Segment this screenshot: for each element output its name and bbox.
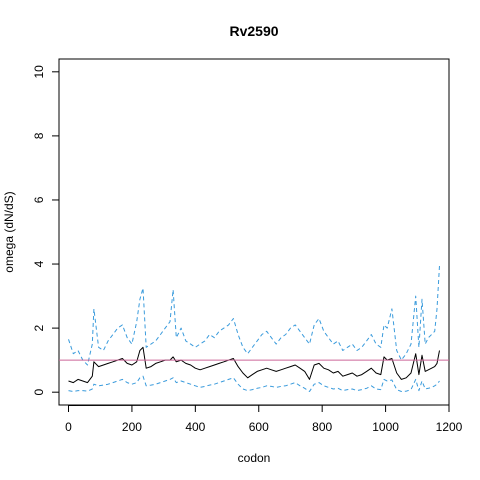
x-tick-label: 600	[249, 420, 269, 434]
x-tick-label: 1200	[436, 420, 463, 434]
y-tick-label: 4	[32, 260, 46, 267]
x-tick-label: 0	[65, 420, 72, 434]
x-axis-label: codon	[238, 451, 271, 465]
plot-frame	[58, 58, 450, 406]
y-tick-label: 8	[32, 132, 46, 139]
x-tick-label: 400	[185, 420, 205, 434]
series-lower-line	[68, 375, 440, 392]
y-tick-label: 6	[32, 196, 46, 203]
x-tick-label: 1000	[372, 420, 399, 434]
y-tick-label: 0	[32, 389, 46, 396]
series-layer	[68, 265, 440, 392]
y-tick-label: 10	[32, 65, 46, 79]
y-axis-label: omega (dN/dS)	[2, 191, 16, 272]
x-axis: 0 200 400 600 800 1000 1200	[65, 404, 463, 434]
series-estimate-line	[68, 346, 440, 384]
y-tick-label: 2	[32, 324, 46, 331]
x-tick-label: 800	[312, 420, 332, 434]
y-axis: 0 2 4 6 8 10	[32, 65, 60, 396]
x-tick-label: 200	[122, 420, 142, 434]
series-upper-line	[68, 265, 440, 366]
chart-title: Rv2590	[229, 23, 278, 39]
